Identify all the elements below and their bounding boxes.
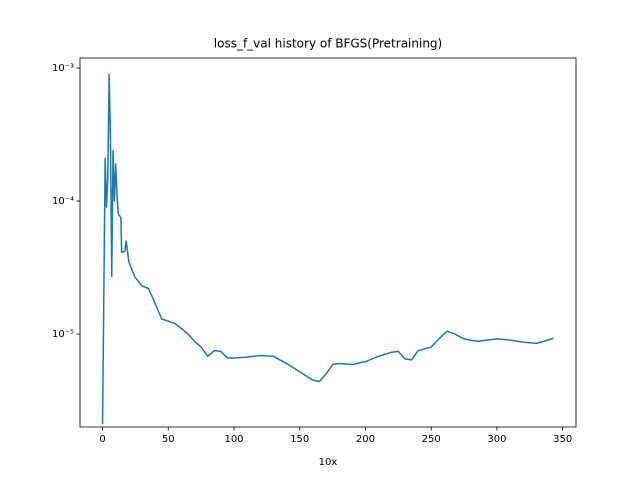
x-tick-label: 150 bbox=[290, 434, 309, 445]
x-tick-label: 250 bbox=[422, 434, 441, 445]
plot-frame bbox=[79, 57, 577, 428]
chart-title: loss_f_val history of BFGS(Pretraining) bbox=[214, 37, 442, 51]
y-tick-label: 10⁻⁴ bbox=[52, 196, 74, 207]
y-tick-label: 10⁻⁵ bbox=[52, 329, 74, 340]
x-tick-label: 200 bbox=[356, 434, 375, 445]
data-line bbox=[101, 73, 554, 425]
y-tick-label: 10⁻³ bbox=[52, 63, 74, 74]
x-tick-label: 100 bbox=[224, 434, 243, 445]
x-tick-label: 0 bbox=[99, 434, 105, 445]
x-axis-label: 10x bbox=[319, 457, 338, 468]
x-tick-label: 300 bbox=[487, 434, 506, 445]
x-tick-label: 350 bbox=[553, 434, 572, 445]
x-tick-label: 50 bbox=[162, 434, 175, 445]
